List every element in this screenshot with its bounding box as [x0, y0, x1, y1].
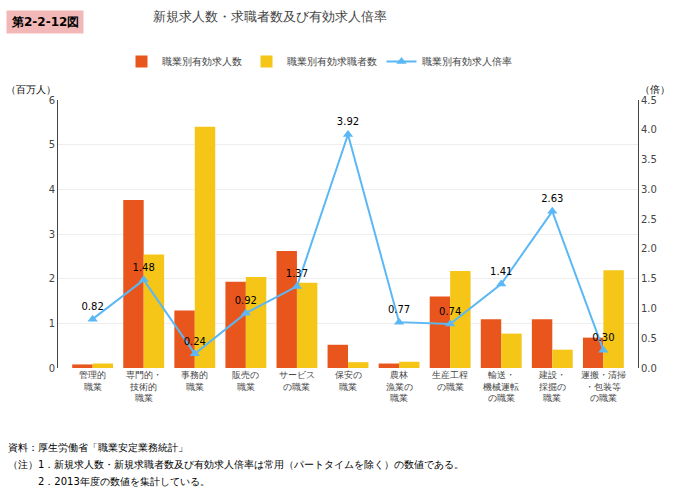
svg-text:生産工程の職業: 生産工程の職業 [432, 370, 468, 392]
svg-text:職業別有効求人倍率: 職業別有効求人倍率 [422, 56, 512, 67]
svg-text:職業別有効求職者数: 職業別有効求職者数 [287, 56, 377, 67]
svg-text:1.5: 1.5 [641, 273, 657, 284]
svg-text:1: 1 [49, 318, 55, 329]
svg-text:0.77: 0.77 [388, 304, 410, 315]
svg-text:事務的職業: 事務的職業 [181, 370, 208, 392]
svg-text:0.24: 0.24 [184, 336, 206, 347]
svg-text:1.41: 1.41 [490, 266, 512, 277]
svg-text:専門的・技術的職業: 専門的・技術的職業 [126, 370, 162, 403]
svg-text:0.74: 0.74 [439, 306, 461, 317]
svg-text:0.0: 0.0 [641, 363, 657, 374]
svg-text:2: 2 [49, 273, 55, 284]
svg-text:保安の職業: 保安の職業 [335, 370, 362, 392]
svg-text:管理的職業: 管理的職業 [79, 370, 106, 392]
svg-text:1.0: 1.0 [641, 303, 657, 314]
svg-text:販売の職業: 販売の職業 [232, 370, 259, 392]
svg-text:0.5: 0.5 [641, 333, 657, 344]
svg-text:3.5: 3.5 [641, 154, 657, 165]
svg-text:資料：厚生労働省「職業安定業務統計」: 資料：厚生労働省「職業安定業務統計」 [8, 442, 188, 453]
svg-text:0.82: 0.82 [81, 301, 103, 312]
svg-text:サービスの職業: サービスの職業 [279, 370, 315, 392]
svg-text:4.0: 4.0 [641, 124, 657, 135]
svg-text:運搬・清掃・包装等の職業: 運搬・清掃・包装等の職業 [581, 370, 626, 403]
svg-text:輸送・機械運転の職業: 輸送・機械運転の職業 [483, 370, 519, 403]
svg-text:3.0: 3.0 [641, 184, 657, 195]
svg-text:新規求人数・求職者数及び有効求人倍率: 新規求人数・求職者数及び有効求人倍率 [153, 9, 387, 24]
svg-text:3.92: 3.92 [337, 116, 359, 127]
svg-text:（倍）: （倍） [640, 84, 670, 95]
svg-text:0.92: 0.92 [235, 295, 257, 306]
svg-text:第2-2-12図: 第2-2-12図 [11, 15, 79, 29]
svg-text:4.5: 4.5 [641, 95, 657, 106]
svg-text:建設・採掘の職業: 建設・採掘の職業 [538, 370, 566, 403]
svg-text:0: 0 [49, 363, 55, 374]
svg-text:（百万人）: （百万人） [6, 84, 56, 95]
svg-text:職業別有効求人数: 職業別有効求人数 [162, 56, 242, 67]
svg-text:5: 5 [49, 139, 55, 150]
svg-text:2.5: 2.5 [641, 214, 657, 225]
svg-text:（注）1．新規求人数・新規求職者数及び有効求人倍率は常用（パ: （注）1．新規求人数・新規求職者数及び有効求人倍率は常用（パートタイムを除く）の… [8, 459, 464, 470]
svg-text:3: 3 [49, 229, 55, 240]
svg-text:6: 6 [49, 95, 55, 106]
svg-text:2.0: 2.0 [641, 243, 657, 254]
svg-text:農林漁業の職業: 農林漁業の職業 [386, 370, 413, 403]
svg-text:4: 4 [49, 184, 55, 195]
svg-text:2.63: 2.63 [541, 193, 563, 204]
svg-text:1.48: 1.48 [133, 262, 155, 273]
svg-text:0.30: 0.30 [592, 332, 614, 343]
svg-text:2．2013年度の数値を集計している。: 2．2013年度の数値を集計している。 [8, 476, 210, 487]
svg-text:1.37: 1.37 [286, 268, 308, 279]
